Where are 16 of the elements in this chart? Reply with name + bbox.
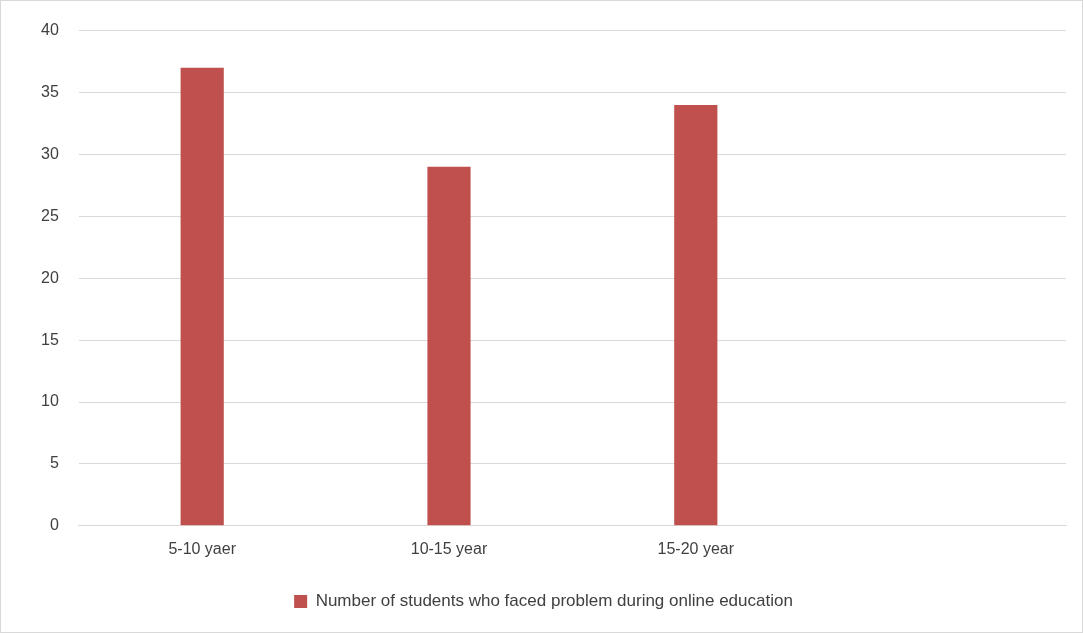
- y-tick-label: 25: [41, 206, 59, 224]
- x-tick-label: 15-20 year: [657, 539, 735, 557]
- bar: [674, 104, 718, 526]
- x-tick-label: 5-10 yaer: [168, 539, 237, 557]
- y-tick-label: 35: [41, 82, 59, 100]
- y-tick-label: 30: [41, 144, 59, 162]
- x-tick-label: 10-15 year: [410, 539, 488, 557]
- legend-label: Number of students who faced problem during online education: [315, 591, 793, 611]
- y-tick-label: 0: [49, 516, 59, 534]
- y-tick-label: 5: [49, 454, 59, 472]
- y-tick-label: 10: [41, 392, 59, 410]
- y-tick-label: 20: [41, 268, 59, 286]
- y-tick-label: 15: [41, 330, 59, 348]
- bar: [427, 166, 471, 526]
- y-tick-label: 40: [41, 21, 59, 39]
- bar: [180, 67, 224, 526]
